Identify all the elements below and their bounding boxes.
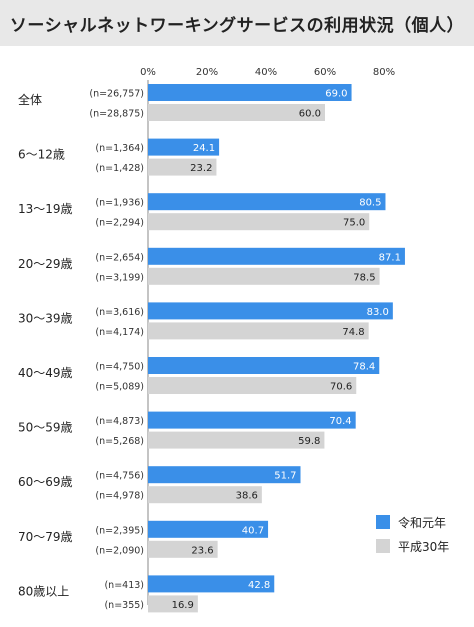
sample-size-label: (n=3,199)	[95, 272, 144, 283]
bar-heisei	[148, 267, 380, 285]
value-label: 24.1	[193, 143, 215, 154]
sample-size-label: (n=2,395)	[95, 525, 144, 536]
bar-reiwa	[148, 575, 275, 593]
x-tick-label: 60%	[314, 67, 336, 78]
value-label: 78.4	[353, 362, 375, 373]
bar-reiwa	[148, 520, 269, 538]
x-tick-label: 0%	[140, 67, 156, 78]
bar-reiwa	[148, 302, 393, 320]
category-label: 全体	[18, 92, 42, 107]
value-label: 23.2	[190, 163, 212, 174]
x-tick-label: 40%	[255, 67, 277, 78]
bar-reiwa	[148, 411, 356, 429]
bar-heisei	[148, 322, 369, 340]
value-label: 59.8	[298, 436, 320, 447]
category-label: 13〜19歳	[18, 202, 73, 216]
bar-heisei	[148, 377, 357, 394]
value-label: 69.0	[325, 89, 347, 100]
category-label: 60〜69歳	[18, 475, 73, 489]
category-label: 6〜12歳	[18, 148, 65, 162]
x-tick-label: 20%	[196, 67, 218, 78]
category-label: 50〜59歳	[18, 421, 73, 435]
value-label: 78.5	[353, 272, 375, 283]
sample-size-label: (n=413)	[104, 580, 144, 591]
bar-reiwa	[148, 466, 301, 484]
sample-size-label: (n=4,756)	[95, 471, 144, 482]
value-label: 70.6	[330, 382, 352, 393]
sample-size-label: (n=26,757)	[89, 89, 144, 100]
bar-reiwa	[148, 193, 386, 211]
bar-heisei	[148, 486, 262, 504]
value-label: 23.6	[191, 545, 213, 556]
value-label: 80.5	[359, 198, 381, 209]
bar-reiwa	[148, 138, 220, 156]
value-label: 75.0	[343, 218, 365, 229]
sample-size-label: (n=28,875)	[89, 109, 144, 120]
value-label: 87.1	[379, 252, 401, 263]
legend-swatch	[376, 539, 390, 553]
value-label: 74.8	[342, 327, 364, 338]
sample-size-label: (n=4,750)	[95, 362, 144, 373]
sample-size-label: (n=355)	[104, 600, 144, 611]
sample-size-label: (n=5,268)	[95, 436, 144, 447]
sample-size-label: (n=1,428)	[95, 163, 144, 174]
value-label: 51.7	[274, 471, 296, 482]
bar-heisei	[148, 213, 370, 231]
value-label: 42.8	[248, 580, 270, 591]
bar-reiwa	[148, 247, 405, 265]
sample-size-label: (n=2,294)	[95, 218, 144, 229]
sample-size-label: (n=4,873)	[95, 416, 144, 427]
sample-size-label: (n=3,616)	[95, 307, 144, 318]
sample-size-label: (n=2,654)	[95, 252, 144, 263]
bar-heisei	[148, 595, 198, 613]
value-label: 40.7	[242, 525, 264, 536]
sample-size-label: (n=1,936)	[95, 198, 144, 209]
legend-swatch	[376, 515, 390, 529]
category-label: 40〜49歳	[18, 366, 73, 380]
bar-heisei	[148, 158, 217, 176]
title-bar: ソーシャルネットワーキングサービスの利用状況（個人）	[0, 0, 474, 46]
sample-size-label: (n=2,090)	[95, 545, 144, 556]
category-label: 80歳以上	[18, 584, 69, 598]
bar-heisei	[148, 104, 325, 121]
x-tick-label: 80%	[373, 67, 395, 78]
sample-size-label: (n=5,089)	[95, 382, 144, 393]
sample-size-label: (n=4,174)	[95, 327, 144, 338]
bar-reiwa	[148, 84, 352, 101]
chart-title: ソーシャルネットワーキングサービスの利用状況（個人）	[9, 15, 465, 36]
bar-reiwa	[148, 357, 380, 374]
category-label: 30〜39歳	[18, 311, 73, 325]
sample-size-label: (n=1,364)	[95, 143, 144, 154]
bar-heisei	[148, 540, 218, 558]
value-label: 70.4	[329, 416, 351, 427]
value-label: 16.9	[172, 600, 194, 611]
sample-size-label: (n=4,978)	[95, 491, 144, 502]
value-label: 60.0	[299, 109, 321, 120]
category-label: 20〜29歳	[18, 257, 73, 271]
category-label: 70〜79歳	[18, 530, 73, 544]
legend-label: 平成30年	[398, 540, 449, 554]
bar-heisei	[148, 431, 325, 449]
value-label: 83.0	[367, 307, 389, 318]
legend-label: 令和元年	[398, 515, 446, 530]
value-label: 38.6	[236, 491, 258, 502]
